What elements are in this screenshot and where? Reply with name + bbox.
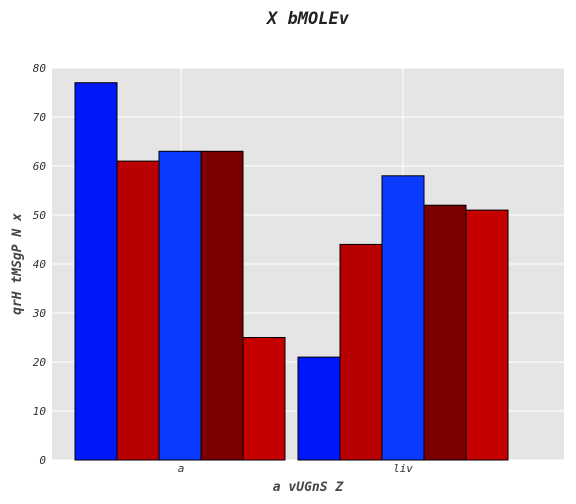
- bar: [465, 209, 509, 461]
- x-axis-label: a vUGnS Z: [273, 480, 345, 495]
- y-tick-label: 10: [33, 405, 47, 418]
- y-tick-label: 40: [33, 258, 47, 271]
- x-tick-label: a: [178, 462, 185, 475]
- bar: [74, 82, 118, 461]
- y-axis-label: qrH tMSgP N x: [10, 213, 25, 315]
- y-tick-label: 30: [32, 307, 47, 320]
- bars: [74, 82, 509, 461]
- bar: [242, 337, 286, 461]
- bar: [339, 243, 383, 461]
- y-tick-label: 80: [33, 62, 47, 75]
- bar: [381, 175, 425, 461]
- y-tick-label: 50: [33, 209, 47, 222]
- y-tick-label: 70: [33, 111, 47, 124]
- bar: [200, 150, 244, 461]
- chart-title: X bMOLEv: [265, 9, 350, 29]
- bar: [297, 356, 341, 461]
- bar: [116, 160, 160, 461]
- x-tick-label: liv: [393, 462, 413, 475]
- x-axis-ticks: a liv: [178, 462, 414, 475]
- y-tick-label: 20: [33, 356, 47, 369]
- y-tick-label: 0: [39, 454, 46, 467]
- bar: [423, 204, 467, 461]
- y-tick-label: 60: [33, 160, 47, 173]
- y-axis-ticks: 0 10 20 30 40 50 60 70 80: [32, 62, 47, 467]
- bar: [158, 150, 202, 461]
